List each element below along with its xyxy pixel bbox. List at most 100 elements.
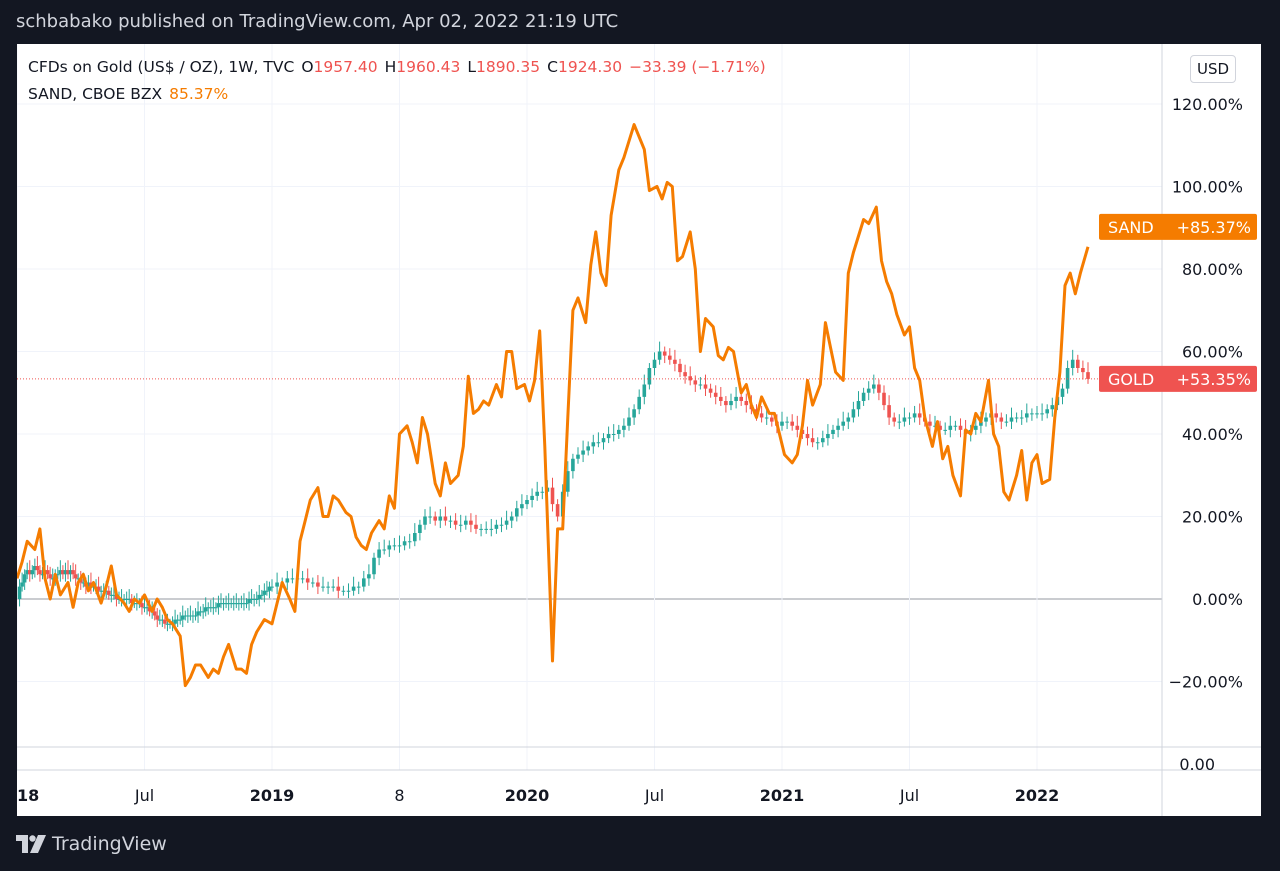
gold-last-value-value: +53.35% — [1177, 370, 1251, 389]
gold-candle-body — [428, 516, 432, 518]
gold-candle-body — [76, 578, 80, 580]
gold-candle-body — [377, 549, 381, 558]
gold-candle-body — [662, 351, 667, 356]
legend-gold-open: 1957.40 — [313, 58, 378, 76]
gold-candle-body — [994, 413, 998, 418]
gold-candle-body — [729, 401, 733, 406]
gold-candle-body — [494, 524, 499, 529]
sand-last-value-value: +85.37% — [1177, 218, 1251, 237]
gold-candle-body — [206, 607, 211, 609]
gold-candle-body — [252, 599, 256, 600]
gold-candle-body — [611, 434, 616, 435]
gold-candle-body — [402, 541, 407, 546]
percent-tick-label: 40.00% — [1182, 425, 1243, 444]
percent-axis[interactable]: 120.00% 100.00% 80.00% 60.00% 40.00% 20.00% 0.… — [1169, 95, 1243, 774]
gold-candle-body — [933, 425, 937, 427]
tradingview-logo[interactable]: TradingView — [16, 832, 167, 856]
gold-candle-body — [917, 413, 922, 418]
gold-candle-body — [231, 603, 236, 605]
gold-candle-body — [73, 574, 78, 579]
gold-candle-body — [244, 603, 249, 605]
gold-candle-body — [958, 425, 963, 430]
time-tick-label: 2022 — [1015, 786, 1060, 805]
gold-candle-body — [637, 396, 641, 410]
gold-candle-body — [764, 417, 769, 419]
gold-candle-body — [846, 417, 851, 422]
gold-candle-body — [984, 417, 988, 422]
percent-tick-label: 60.00% — [1182, 343, 1243, 362]
gold-candle-body — [66, 570, 70, 575]
gold-candle-body — [216, 603, 221, 608]
gold-candle-body — [265, 590, 269, 592]
percent-tick-label: 0.00% — [1192, 590, 1243, 609]
gold-candle-body — [38, 570, 42, 575]
gold-candle-body — [851, 409, 856, 418]
gold-candle-body — [237, 603, 241, 605]
time-tick-label: 2019 — [250, 786, 295, 805]
gold-candle-body — [953, 425, 958, 427]
gold-candle-body — [165, 623, 170, 625]
legend-gold-label: CFDs on Gold (US$ / OZ), 1W, TVC — [28, 58, 295, 76]
gold-candle-body — [127, 599, 131, 600]
time-axis[interactable]: 2018 Jul 2019 8 2020 Jul 2021 Jul 2022 — [17, 786, 1059, 805]
gold-candle-body — [186, 615, 190, 617]
gold-candle-body — [96, 586, 101, 591]
legend-sand-value: 85.37% — [169, 85, 229, 103]
tradingview-logo-icon — [16, 835, 46, 853]
gold-candle-body — [550, 487, 555, 505]
gold-candle-body — [180, 615, 185, 620]
gold-candle-body — [795, 425, 800, 430]
gold-candle-body — [530, 495, 534, 500]
gold-candle-body — [484, 528, 488, 530]
gold-candle-body — [907, 417, 912, 419]
time-tick-label: 2020 — [505, 786, 550, 805]
time-tick-label: 2021 — [760, 786, 805, 805]
gold-candle-body — [1040, 413, 1044, 415]
chart-svg[interactable]: 120.00%100.00%80.00%60.00%40.00%20.00%0.… — [17, 44, 1261, 816]
gold-candle-body — [305, 578, 310, 583]
gold-candle-body — [1070, 359, 1075, 368]
gold-candle-body — [887, 405, 891, 418]
gold-candle-body — [474, 524, 478, 529]
sand-last-value-group: SAND +85.37% — [1099, 213, 1257, 240]
gold-candle-body — [86, 582, 91, 587]
gold-candle-body — [647, 368, 652, 385]
gold-candle-body — [35, 566, 40, 571]
gold-candle-body — [586, 446, 590, 451]
legend-gold-high: 1960.43 — [396, 58, 461, 76]
gold-last-value-box — [1099, 365, 1257, 392]
gold-candle-body — [275, 582, 279, 587]
gold-candle-body — [601, 438, 606, 443]
chart-frame[interactable]: 120.00% 100.00% 80.00% 60.00% 40.00% 20.00% 0.… — [17, 44, 1261, 816]
gold-candle-body — [341, 590, 346, 592]
gold-candle-body — [135, 603, 139, 605]
gold-candle-body — [928, 421, 932, 426]
gold-candle-body — [346, 590, 351, 592]
gold-candle-body — [693, 380, 698, 385]
gold-candle-body — [902, 417, 907, 422]
gold-candle-body — [882, 392, 886, 406]
gold-candle-body — [943, 429, 947, 431]
gold-candle-body — [145, 607, 149, 609]
gold-candle-body — [652, 359, 657, 368]
gold-candle-body — [247, 599, 251, 604]
gold-candle-body — [99, 590, 103, 592]
gold-candle-body — [724, 401, 728, 406]
gold-candle-body — [229, 603, 233, 605]
gold-candle-body — [198, 611, 203, 613]
gold-candle-body — [214, 607, 218, 609]
gold-candle-body — [1065, 368, 1070, 389]
gold-candle-body — [122, 599, 126, 600]
gold-candle-body — [790, 421, 794, 426]
gold-candle-body — [331, 586, 335, 588]
gold-candle-body — [262, 590, 267, 595]
gold-candle-body — [423, 516, 427, 525]
legend-gold-close-key: C — [547, 58, 558, 76]
gold-candle-body — [183, 615, 188, 617]
gold-candle-body — [596, 442, 601, 444]
gold-candle-body — [627, 417, 631, 426]
gold-candle-body — [433, 516, 437, 521]
currency-button[interactable]: USD — [1190, 55, 1236, 83]
gold-candle-body — [372, 557, 376, 575]
gold-candle-body — [948, 425, 953, 430]
